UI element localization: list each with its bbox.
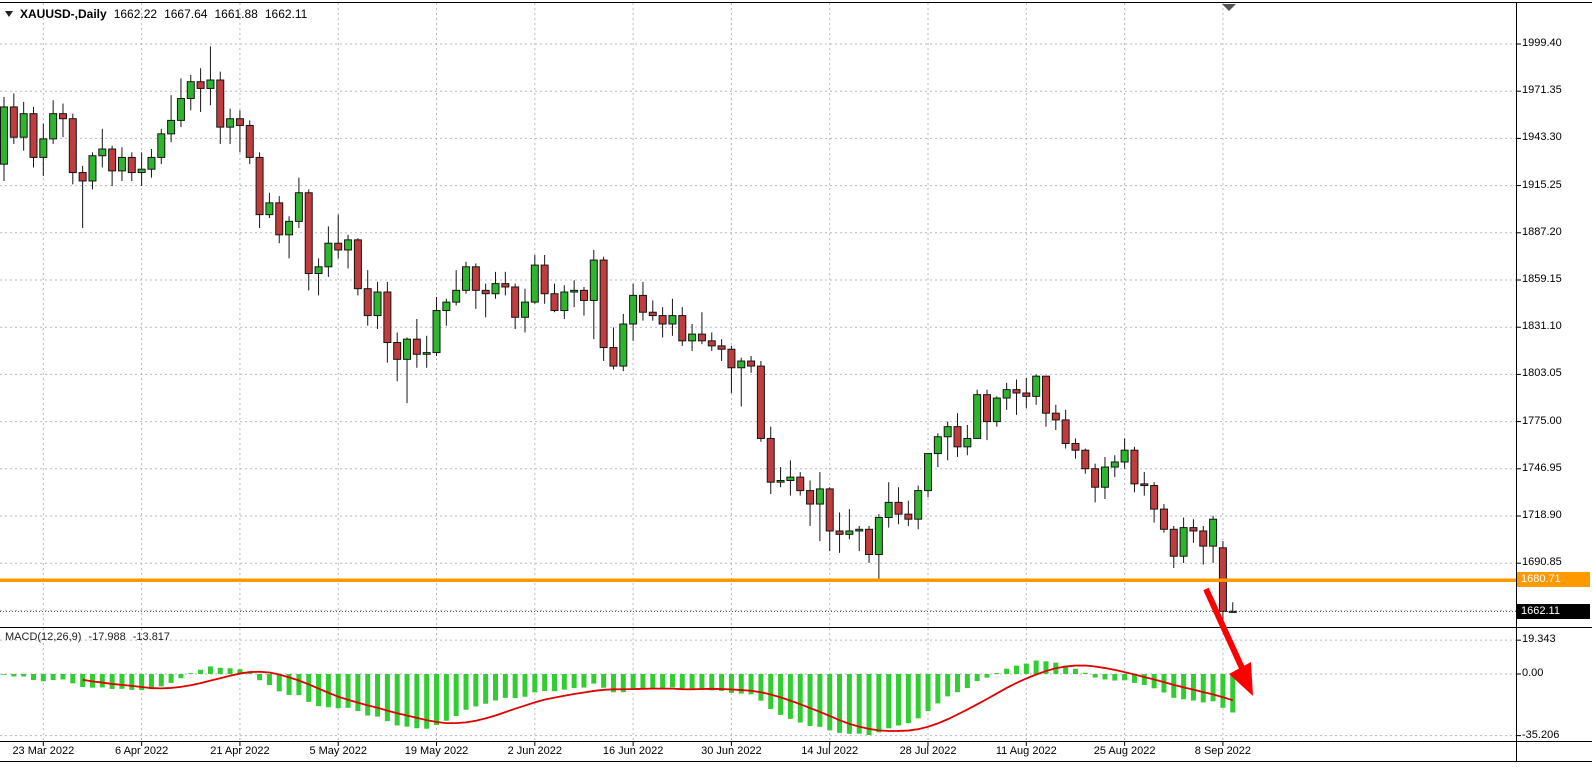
time-axis-label: 28 Jul 2022: [899, 745, 957, 757]
price-axis-label: 1887.20: [1522, 225, 1562, 238]
quote-low-value: 1661.88: [214, 7, 258, 21]
macd-title: MACD(12,26,9): [5, 631, 82, 643]
time-axis-label: 19 May 2022: [404, 745, 469, 757]
time-axis-label: 8 Sep 2022: [1194, 745, 1252, 757]
macd-histogram: [1, 660, 1236, 736]
candlesticks: [0, 46, 1237, 622]
chart-shift-marker-icon[interactable]: [1222, 4, 1236, 11]
time-axis-label: 11 Aug 2022: [995, 745, 1057, 757]
quote-high-value: 1667.64: [164, 7, 208, 21]
macd-indicator-label: MACD(12,26,9) -17.988 -13.817: [5, 631, 170, 643]
macd-axis-zero-label: 0.00: [1522, 667, 1544, 679]
macd-signal-value: -13.817: [132, 631, 171, 643]
time-axis-label: 30 Jun 2022: [701, 745, 762, 757]
quote-bar: XAUUSD-,Daily 1662.22 1667.64 1661.88 16…: [5, 7, 307, 21]
time-axis-label: 14 Jul 2022: [801, 745, 859, 757]
time-axis-label: 16 Jun 2022: [602, 745, 664, 757]
price-axis-label: 1915.25: [1522, 178, 1562, 191]
time-axis-label: 6 Apr 2022: [115, 745, 169, 757]
price-axis-label: 1775.00: [1522, 414, 1562, 427]
price-axis-label: 1971.35: [1522, 84, 1562, 97]
price-axis[interactable]: 1999.40 1971.35 1943.30 1915.25 1887.20 1859.…: [1516, 0, 1592, 772]
price-axis-label: 1690.85: [1522, 556, 1562, 569]
time-axis-label: 23 Mar 2022: [12, 745, 75, 757]
price-axis-label: 1943.30: [1522, 131, 1562, 144]
symbol-timeframe-label: XAUUSD-,Daily: [20, 7, 107, 21]
price-axis-label: 1831.10: [1522, 320, 1562, 333]
time-axis-label: 2 Jun 2022: [507, 745, 563, 757]
current-price-tag: 1662.11: [1517, 603, 1590, 619]
symbol-dropdown-icon[interactable]: [5, 11, 13, 17]
macd-axis-min-label: -35.206: [1522, 728, 1560, 741]
price-axis-label: 1803.05: [1522, 367, 1562, 380]
price-axis-label: 1718.90: [1522, 509, 1562, 521]
price-axis-label: 1859.15: [1522, 273, 1562, 285]
time-axis-label: 21 Apr 2022: [210, 745, 270, 757]
trend-arrow-annotation[interactable]: [1203, 587, 1253, 696]
support-level-price-tag: 1680.71: [1517, 572, 1590, 588]
time-axis-label: 5 May 2022: [309, 745, 367, 757]
price-axis-label: 1999.40: [1522, 37, 1562, 49]
quote-close-value: 1662.11: [264, 7, 308, 21]
quote-open-value: 1662.22: [113, 7, 158, 21]
macd-signal-line[interactable]: [82, 664, 1234, 732]
macd-main-value: -17.988: [88, 631, 126, 643]
time-axis-label: 25 Aug 2022: [1093, 745, 1156, 757]
macd-axis-max-label: 19.343: [1522, 633, 1556, 646]
time-axis[interactable]: 23 Mar 2022 6 Apr 2022 21 Apr 2022 5 May 20…: [0, 741, 1516, 762]
price-axis-label: 1746.95: [1522, 461, 1562, 474]
